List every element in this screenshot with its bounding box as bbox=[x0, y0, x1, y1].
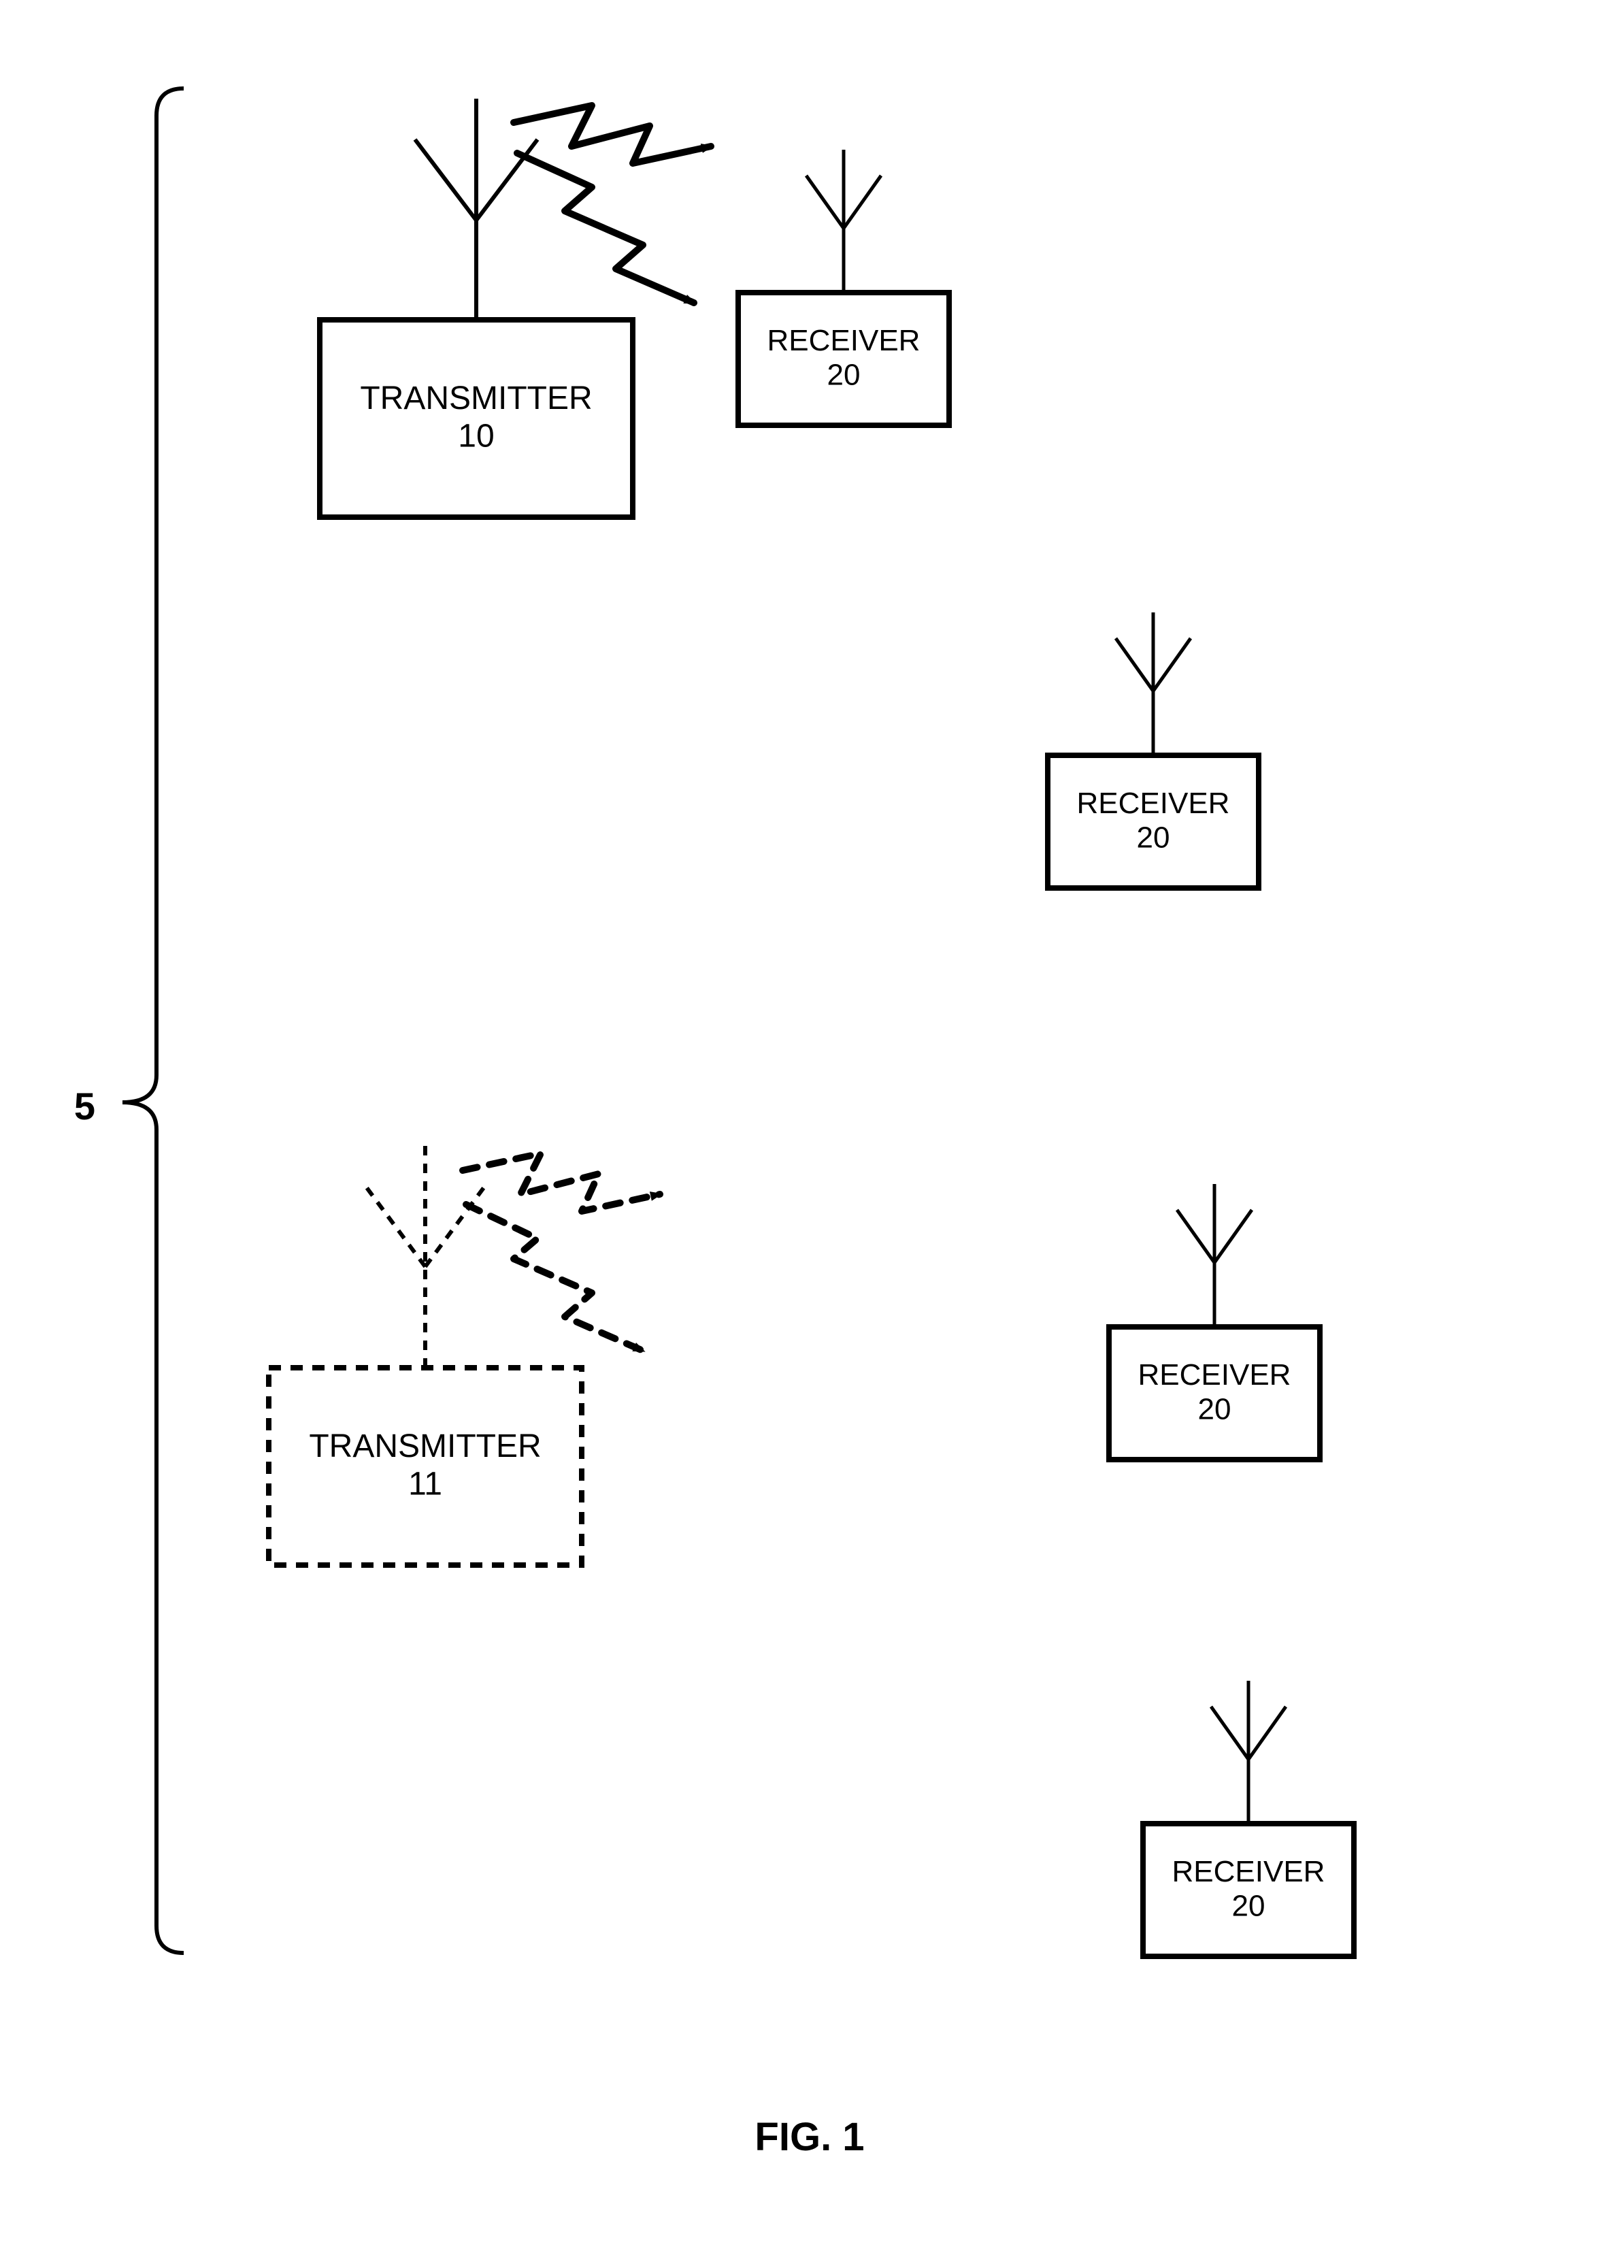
antenna-arm-left bbox=[1211, 1707, 1248, 1760]
signal-tx10_lower bbox=[517, 153, 694, 303]
receiver1-label-bottom: 20 bbox=[827, 358, 861, 391]
receiver3-label-bottom: 20 bbox=[1198, 1392, 1231, 1426]
transmitter10-label-top: TRANSMITTER bbox=[360, 380, 592, 416]
group-label-5: 5 bbox=[74, 1085, 95, 1128]
antenna-arm-right bbox=[425, 1184, 486, 1267]
transmitter10-label-bottom: 10 bbox=[458, 418, 494, 454]
signal-tx11_lower bbox=[466, 1204, 643, 1351]
signal-tx11_upper bbox=[463, 1153, 660, 1211]
antenna-arm-left bbox=[1177, 1210, 1214, 1263]
transmitter11-label-bottom: 11 bbox=[408, 1466, 442, 1502]
antenna-arm-right bbox=[476, 139, 537, 220]
antenna-arm-right bbox=[1248, 1707, 1286, 1760]
group-brace bbox=[122, 88, 184, 1953]
antenna-arm-left bbox=[1116, 638, 1153, 691]
receiver4-label-top: RECEIVER bbox=[1172, 1855, 1325, 1888]
receiver2-label-top: RECEIVER bbox=[1077, 787, 1230, 820]
antenna-arm-left bbox=[364, 1184, 425, 1267]
antenna-arm-left bbox=[415, 139, 476, 220]
figure-label: FIG. 1 bbox=[755, 2115, 864, 2159]
antenna-arm-right bbox=[1214, 1210, 1252, 1263]
receiver4-label-bottom: 20 bbox=[1232, 1889, 1265, 1922]
antenna-arm-right bbox=[1153, 638, 1191, 691]
antenna-arm-right bbox=[844, 176, 881, 229]
signal-tx10_upper bbox=[514, 105, 711, 163]
antenna-arm-left bbox=[806, 176, 844, 229]
receiver2-label-bottom: 20 bbox=[1137, 821, 1170, 854]
receiver1-label-top: RECEIVER bbox=[767, 324, 921, 357]
transmitter11-label-top: TRANSMITTER bbox=[309, 1428, 541, 1464]
receiver3-label-top: RECEIVER bbox=[1138, 1358, 1291, 1392]
